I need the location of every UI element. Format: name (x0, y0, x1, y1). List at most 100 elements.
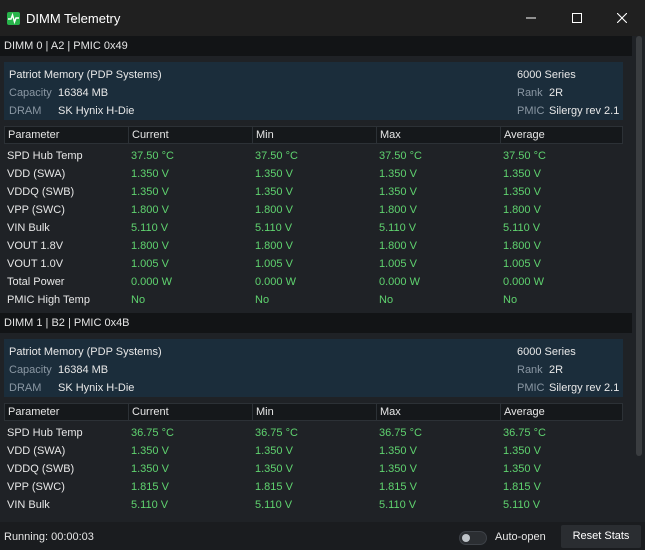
value-max: 0.000 W (379, 276, 420, 288)
col-min[interactable]: Min (252, 404, 376, 420)
value-avg: 37.50 °C (503, 150, 546, 162)
value-min: 37.50 °C (255, 150, 298, 162)
table-row[interactable]: VDDQ (SWB) 1.350 V 1.350 V 1.350 V 1.350 V (4, 183, 623, 201)
table-row[interactable]: VDD (SWA) 1.350 V 1.350 V 1.350 V 1.350 V (4, 165, 623, 183)
table-row[interactable]: SPD Hub Temp 36.75 °C 36.75 °C 36.75 °C 36.7… (4, 424, 623, 442)
value-min: 1.800 V (255, 240, 293, 252)
pulse-icon (7, 12, 20, 25)
maximize-button[interactable] (554, 0, 600, 36)
param-name: VPP (SWC) (7, 481, 65, 493)
capacity-label: Capacity (9, 87, 52, 99)
param-name: VDDQ (SWB) (7, 463, 75, 475)
value-current: 1.350 V (131, 168, 169, 180)
series-name: 6000 Series (517, 69, 576, 81)
value-avg: 1.815 V (503, 481, 541, 493)
minimize-icon (526, 17, 536, 19)
value-max: 1.815 V (379, 481, 417, 493)
param-name: VOUT 1.0V (7, 258, 64, 270)
table-row[interactable]: VOUT 1.0V 1.005 V 1.005 V 1.005 V 1.005 V (4, 255, 623, 273)
table-row[interactable]: VIN Bulk 5.110 V 5.110 V 5.110 V 5.110 V (4, 219, 623, 237)
minimize-button[interactable] (508, 0, 554, 36)
dimm-0-header: DIMM 0 | A2 | PMIC 0x49 (0, 36, 632, 56)
value-current: 1.350 V (131, 463, 169, 475)
rank-value: 2R (549, 87, 564, 99)
value-current: No (131, 294, 146, 306)
value-max: 1.350 V (379, 168, 417, 180)
col-parameter[interactable]: Parameter (8, 406, 60, 418)
scrollbar-thumb[interactable] (636, 36, 642, 456)
value-current: 1.350 V (131, 186, 169, 198)
value-min: 0.000 W (255, 276, 296, 288)
dimm-1-header: DIMM 1 | B2 | PMIC 0x4B (0, 313, 632, 333)
value-current: 1.800 V (131, 204, 169, 216)
col-current[interactable]: Current (128, 127, 252, 143)
value-min: 1.800 V (255, 204, 293, 216)
value-max: 37.50 °C (379, 150, 422, 162)
rank-label: Rank (517, 87, 543, 99)
vendor-name: Patriot Memory (PDP Systems) (9, 346, 162, 358)
status-bar: Running: 00:00:03 Auto-open (0, 522, 645, 550)
table-row[interactable]: VDDQ (SWB) 1.350 V 1.350 V 1.350 V 1.350 V (4, 460, 623, 478)
value-min: 1.350 V (255, 463, 293, 475)
series-name: 6000 Series (517, 346, 576, 358)
param-name: VIN Bulk (7, 222, 50, 234)
dimm-1-table-header: Parameter Current Min Max Average (4, 403, 623, 421)
table-row[interactable]: SPD Hub Temp 37.50 °C 37.50 °C 37.50 °C 37.5… (4, 147, 623, 165)
value-min: 1.350 V (255, 168, 293, 180)
value-min: 1.350 V (255, 445, 293, 457)
value-current: 1.005 V (131, 258, 169, 270)
value-avg: 36.75 °C (503, 427, 546, 439)
col-max[interactable]: Max (376, 127, 500, 143)
value-avg: 5.110 V (503, 499, 541, 511)
value-avg: 5.110 V (503, 222, 541, 234)
col-min[interactable]: Min (252, 127, 376, 143)
param-name: SPD Hub Temp (7, 427, 83, 439)
value-avg: 0.000 W (503, 276, 544, 288)
table-row[interactable]: VPP (SWC) 1.815 V 1.815 V 1.815 V 1.815 V (4, 478, 623, 496)
auto-open-toggle[interactable] (459, 531, 487, 545)
table-row[interactable]: VIN Bulk 5.110 V 5.110 V 5.110 V 5.110 V (4, 496, 623, 514)
dimm-1-info-panel: Patriot Memory (PDP Systems) 6000 Series… (4, 339, 623, 397)
value-min: 1.005 V (255, 258, 293, 270)
capacity-value: 16384 MB (58, 364, 109, 376)
table-row[interactable]: Total Power 0.000 W 0.000 W 0.000 W 0.000 W (4, 273, 623, 291)
value-avg: 1.005 V (503, 258, 541, 270)
value-max: 5.110 V (379, 222, 417, 234)
table-row[interactable]: PMIC High Temp No No No No (4, 291, 623, 309)
vendor-name: Patriot Memory (PDP Systems) (9, 69, 162, 81)
dimm-0-info-panel: Patriot Memory (PDP Systems) 6000 Series… (4, 62, 623, 120)
reset-stats-button[interactable]: Reset Stats (561, 525, 641, 548)
table-row[interactable]: VDD (SWA) 1.350 V 1.350 V 1.350 V 1.350 V (4, 442, 623, 460)
title-bar: DIMM Telemetry (0, 0, 645, 36)
value-current: 5.110 V (131, 499, 169, 511)
auto-open-label: Auto-open (495, 531, 546, 543)
value-current: 1.800 V (131, 240, 169, 252)
col-max[interactable]: Max (376, 404, 500, 420)
value-min: 5.110 V (255, 222, 293, 234)
toggle-knob (462, 534, 470, 542)
pmic-value: Silergy rev 2.1 (549, 105, 620, 117)
value-max: 1.350 V (379, 445, 417, 457)
close-icon (617, 13, 627, 23)
param-name: Total Power (7, 276, 65, 288)
value-max: 1.005 V (379, 258, 417, 270)
table-row[interactable]: VOUT 1.8V 1.800 V 1.800 V 1.800 V 1.800 V (4, 237, 623, 255)
close-button[interactable] (599, 0, 645, 36)
param-name: VPP (SWC) (7, 204, 65, 216)
param-name: SPD Hub Temp (7, 150, 83, 162)
value-current: 36.75 °C (131, 427, 174, 439)
param-name: VDD (SWA) (7, 445, 66, 457)
value-min: No (255, 294, 270, 306)
value-avg: 1.800 V (503, 204, 541, 216)
rank-label: Rank (517, 364, 543, 376)
table-row[interactable]: VPP (SWC) 1.800 V 1.800 V 1.800 V 1.800 V (4, 201, 623, 219)
value-min: 1.350 V (255, 186, 293, 198)
col-average[interactable]: Average (500, 127, 622, 143)
value-max: 1.800 V (379, 204, 417, 216)
value-min: 36.75 °C (255, 427, 298, 439)
value-avg: 1.350 V (503, 186, 541, 198)
col-average[interactable]: Average (500, 404, 622, 420)
col-parameter[interactable]: Parameter (8, 129, 60, 141)
col-current[interactable]: Current (128, 404, 252, 420)
telemetry-content[interactable]: DIMM 0 | A2 | PMIC 0x49 Patriot Memory (… (0, 36, 632, 516)
